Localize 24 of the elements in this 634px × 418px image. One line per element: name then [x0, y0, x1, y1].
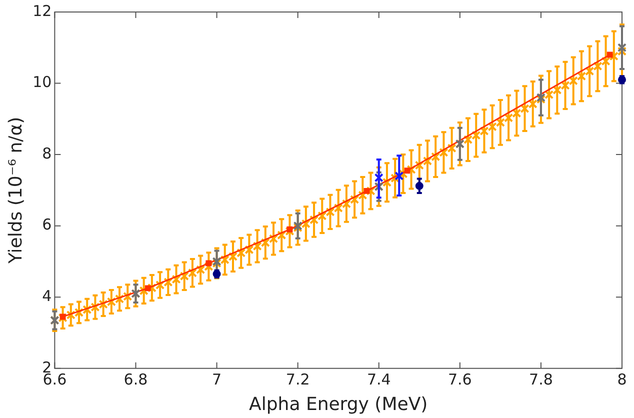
point — [364, 188, 370, 194]
point — [60, 314, 66, 320]
y-axis-title: Yields (10⁻⁶ n/α) — [5, 116, 26, 265]
point — [394, 171, 404, 180]
point — [144, 285, 151, 292]
x-tick-label: 7.6 — [448, 370, 472, 388]
point — [206, 260, 212, 266]
point — [404, 168, 410, 174]
point — [617, 43, 627, 52]
x-tick-label: 6.8 — [124, 370, 148, 388]
x-tick-label: 8 — [617, 370, 627, 388]
x-tick-label: 7 — [212, 370, 222, 388]
y-tick-label: 6 — [42, 216, 52, 234]
point — [606, 52, 613, 58]
point — [374, 173, 384, 182]
y-tick-label: 8 — [42, 144, 52, 162]
x-tick-label: 7.8 — [529, 370, 553, 388]
y-tick-label: 10 — [32, 73, 52, 92]
x-axis-title: Alpha Energy (MeV) — [249, 394, 428, 415]
y-tick-label: 12 — [32, 2, 52, 20]
x-tick-label: 7.4 — [366, 370, 391, 388]
point — [286, 226, 293, 232]
x-tick-label: 7.2 — [286, 370, 310, 388]
y-tick-label: 4 — [42, 287, 52, 306]
